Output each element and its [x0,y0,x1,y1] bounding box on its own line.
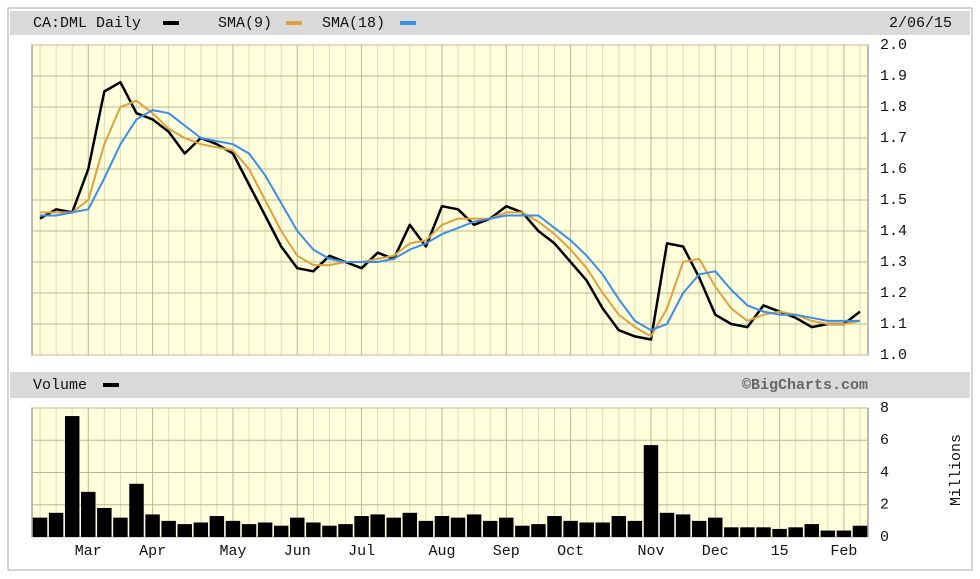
volume-bar [611,516,627,537]
volume-bar [724,527,739,537]
volume-bar [370,514,385,537]
volume-bar [466,514,482,537]
volume-bar [547,516,562,537]
y-tick-label: 1.5 [880,192,907,209]
x-tick-label: May [219,543,246,560]
legend-label: SMA(18) [322,15,385,32]
volume-bar [81,491,96,537]
volume-bar [402,512,418,537]
volume-bar [531,524,546,537]
y-tick-label: 1.2 [880,285,907,302]
volume-bar [450,517,466,537]
volume-bar [499,517,514,537]
volume-bar [788,527,803,537]
volume-bar [627,520,643,537]
x-tick-label: Jun [284,543,311,560]
y-tick-label: 1.6 [880,161,907,178]
volume-bar [338,524,353,537]
volume-bar [273,525,289,537]
x-tick-label: Nov [637,543,664,560]
volume-bar [306,522,321,537]
x-tick-label: Oct [557,543,584,560]
volume-bar [209,516,225,537]
volume-bar [563,520,578,537]
volume-bar [643,445,659,537]
y-tick-label: 2.0 [880,37,907,54]
y-tick-label: 1.0 [880,347,907,364]
volume-bar [740,527,755,537]
x-tick-label: Mar [75,543,102,560]
x-tick-label: Aug [428,543,455,560]
y-tick-label: 6 [880,432,889,449]
y-tick-label: 1.4 [880,223,907,240]
x-tick-label: Dec [702,543,729,560]
volume-header [10,372,970,398]
volume-bar [290,517,305,537]
y-tick-label: 2 [880,497,889,514]
volume-bar [659,512,675,537]
legend-label: CA:DML Daily [33,15,141,32]
x-tick-label: Jul [348,543,375,560]
x-tick-label: Apr [139,543,166,560]
volume-bar [193,522,209,537]
volume-bar [756,527,771,537]
volume-bar [691,520,707,537]
series-line [39,80,861,341]
y-tick-label: 1.8 [880,99,907,116]
volume-bar [772,528,787,537]
volume-bar [515,525,530,537]
series-line [40,109,860,332]
y-tick-label: 1.1 [880,316,907,333]
volume-bar [161,520,176,537]
volume-bar [852,525,868,537]
y-tick-label: 8 [880,400,889,417]
price-header [10,11,970,35]
y-tick-label: 0 [880,529,889,546]
volume-bar [804,524,819,537]
x-tick-label: 15 [771,543,789,560]
volume-bar [129,483,144,537]
x-tick-label: Sep [493,543,520,560]
y-tick-label: 1.9 [880,68,907,85]
volume-bar [225,520,241,537]
y-tick-label: 1.7 [880,130,907,147]
volume-bar [386,517,401,537]
copyright: ©BigCharts.com [742,377,868,394]
volume-bar [434,516,450,537]
volume-bar [322,525,337,537]
volume-bar [354,516,369,537]
y-tick-label: 4 [880,464,889,481]
volume-bar [241,524,257,537]
volume-bar [595,522,610,537]
volume-bar [64,416,80,537]
y-axis-label: Millions [948,434,965,506]
volume-bar [708,517,723,537]
x-tick-label: Feb [830,543,857,560]
series-line [40,99,861,338]
volume-bar [418,520,434,537]
legend-label: SMA(9) [218,15,272,32]
volume-bar [32,517,48,537]
volume-bar [97,507,112,537]
volume-bar [820,530,836,537]
y-tick-label: 1.3 [880,254,907,271]
volume-bar [113,517,128,537]
volume-bar [177,524,192,537]
volume-bar [48,512,64,537]
volume-bar [836,530,852,537]
volume-bar [257,522,273,537]
volume-bar [482,520,498,537]
date-label: 2/06/15 [889,15,952,32]
legend-label: Volume [33,377,87,394]
volume-bar [675,514,691,537]
volume-bar [579,522,594,537]
volume-bar [145,514,160,537]
